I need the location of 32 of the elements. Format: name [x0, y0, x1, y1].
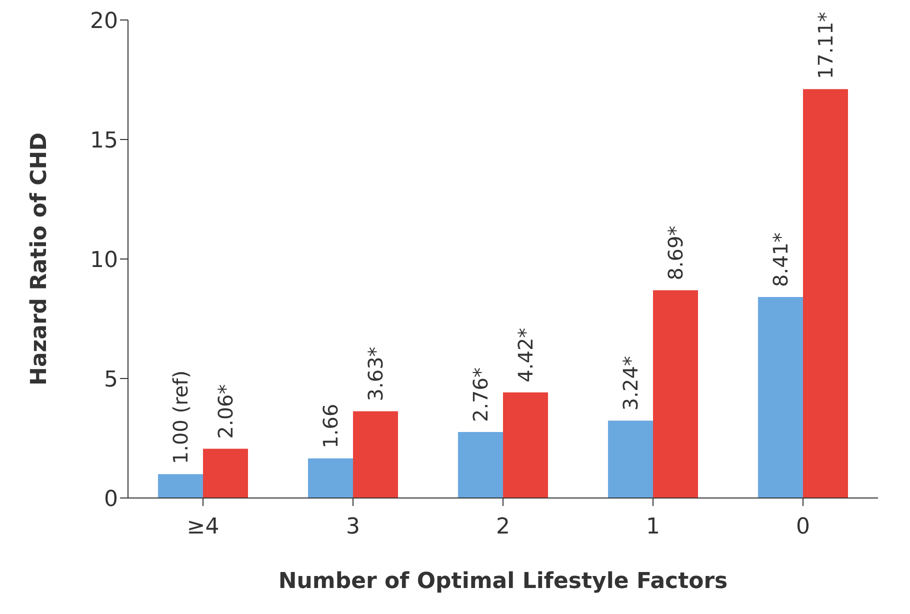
bar — [503, 392, 548, 498]
data-label: 17.11* — [814, 12, 838, 80]
x-tick-label: ≥4 — [186, 514, 220, 540]
y-tick-label: 0 — [104, 486, 118, 512]
y-tick-label: 15 — [90, 128, 118, 154]
bar — [608, 420, 653, 498]
data-label: 1.66 — [318, 404, 342, 448]
y-tick-label: 20 — [90, 8, 118, 34]
bar — [458, 432, 503, 498]
x-tick-label: 2 — [496, 514, 510, 540]
data-label: 4.42* — [514, 328, 538, 382]
data-label: 1.00 (ref) — [168, 370, 192, 464]
bar — [803, 89, 848, 498]
bar — [653, 290, 698, 498]
data-label: 8.41* — [768, 232, 792, 287]
x-tick-label: 1 — [646, 514, 660, 540]
bar — [353, 411, 398, 498]
x-axis-title: Number of Optimal Lifestyle Factors — [278, 569, 728, 594]
x-tick-label: 3 — [346, 514, 360, 540]
data-label: 3.24* — [618, 356, 642, 411]
data-label: 8.69* — [664, 226, 688, 280]
bar — [158, 474, 203, 498]
bar — [308, 458, 353, 498]
x-tick-label: 0 — [796, 514, 810, 540]
y-tick-label: 10 — [90, 248, 118, 273]
bar — [758, 297, 803, 498]
y-tick-label: 5 — [104, 367, 118, 392]
bar — [203, 448, 248, 498]
data-label: 3.63* — [364, 346, 388, 402]
data-label: 2.76* — [468, 368, 492, 422]
y-axis-title: Hazard Ratio of CHD — [26, 132, 52, 386]
data-label: 2.06* — [214, 384, 238, 439]
